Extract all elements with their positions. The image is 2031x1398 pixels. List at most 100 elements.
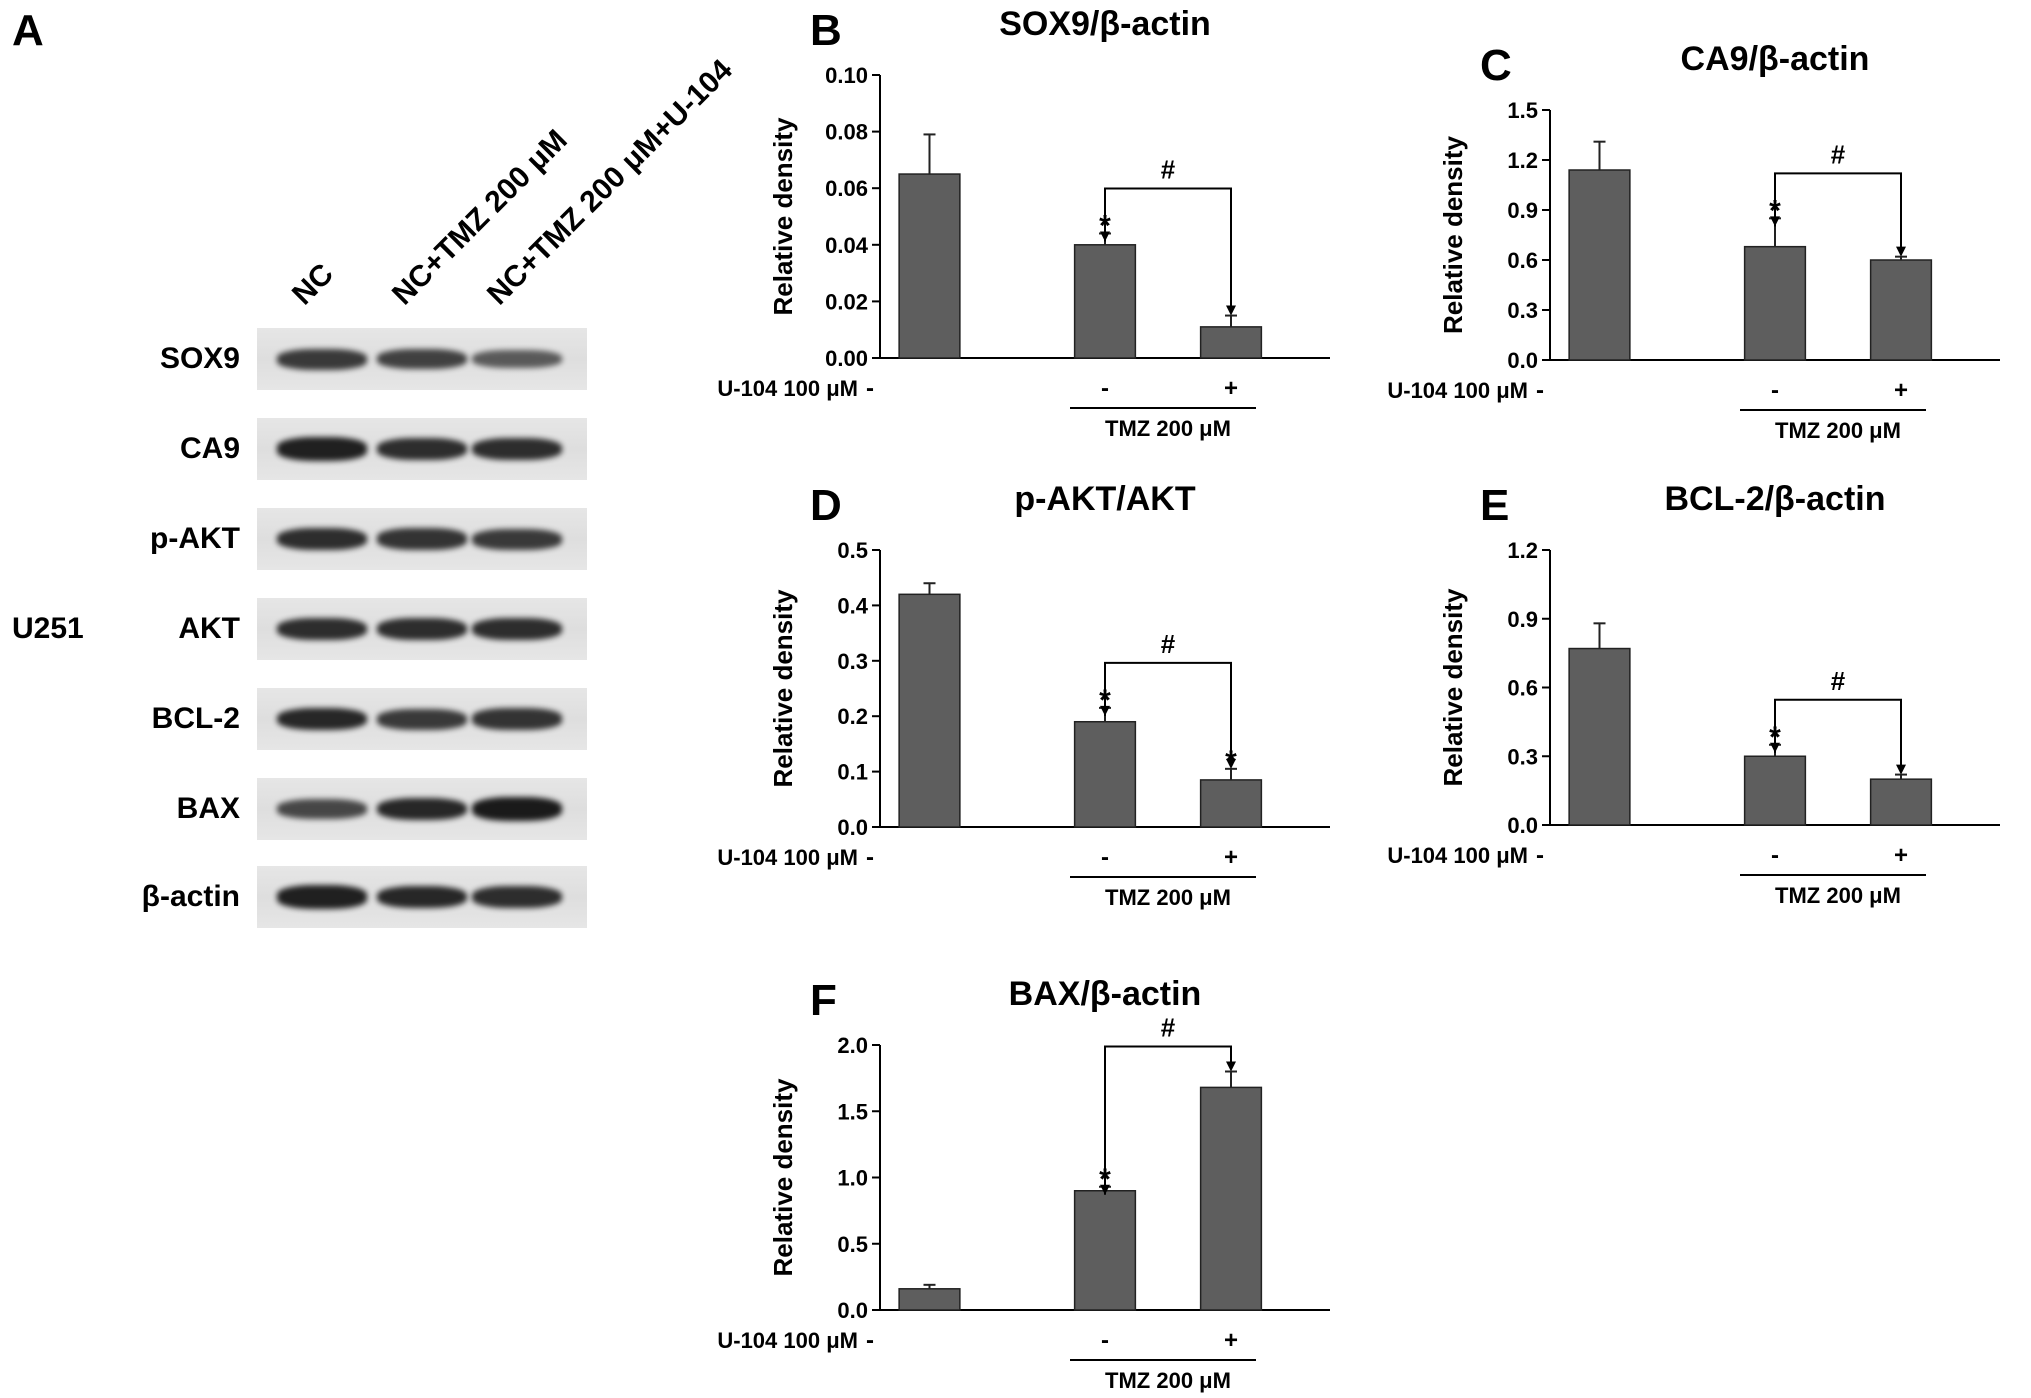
y-axis-label: Relative density [768, 117, 798, 316]
bracket-label: # [1831, 139, 1846, 169]
blot-band [472, 528, 562, 550]
y-tick-label: 0.0 [1507, 348, 1538, 373]
y-tick-label: 0.3 [1507, 744, 1538, 769]
bracket-arrow [1770, 216, 1780, 227]
significance-bracket [1774, 172, 1902, 255]
chart-title: BCL-2/β-actin [1665, 480, 1886, 518]
y-axis-label: Relative density [1438, 588, 1468, 787]
bar [1199, 326, 1263, 359]
western-blot-panel: A NC NC+TMZ 200 μM NC+TMZ 200 μM+U-104 U… [0, 0, 739, 960]
y-tick-label: 0.0 [1507, 813, 1538, 838]
tmz-label: TMZ 200 μM [1775, 883, 1901, 908]
tmz-label: TMZ 200 μM [1105, 416, 1231, 441]
chart-title: BAX/β-actin [1009, 975, 1202, 1013]
y-tick-label: 0.0 [837, 815, 868, 840]
y-axis-label: Relative density [768, 1078, 798, 1277]
y-tick-label: 0.00 [825, 346, 868, 371]
bracket-arrow [1226, 305, 1236, 316]
u104-sign: + [1894, 377, 1908, 404]
y-tick-label: 0.9 [1507, 198, 1538, 223]
chart-panel-b: B SOX9/β-actin 0.00 0.02 0.04 0.06 0.08 0.10 Rel… [717, 5, 1330, 441]
blot-band [277, 527, 367, 551]
u104-sign: - [866, 375, 874, 402]
bar [1743, 245, 1807, 361]
tmz-label: TMZ 200 μM [1775, 418, 1901, 443]
protein-label: p-AKT [150, 522, 240, 555]
bracket-arrow [1896, 764, 1906, 775]
blot-strip [257, 688, 587, 750]
u104-sign: - [1536, 842, 1544, 869]
bar [898, 1288, 961, 1311]
y-axis-label: Relative density [1438, 135, 1468, 334]
bracket-arrow [1770, 742, 1780, 753]
blot-band [472, 350, 562, 368]
protein-label: BCL-2 [151, 702, 240, 735]
significance-bracket [1104, 661, 1232, 767]
blot-band [472, 437, 562, 461]
protein-label: CA9 [179, 432, 240, 465]
blot-strip [257, 598, 587, 660]
panel-letter: C [1480, 41, 1512, 90]
y-tick-label: 1.2 [1507, 148, 1538, 173]
bar [1199, 1086, 1263, 1311]
y-tick-label: 1.5 [837, 1099, 868, 1124]
y-tick-label: 0.5 [837, 1232, 868, 1257]
blot-band [472, 617, 562, 641]
blot-band [277, 707, 367, 731]
y-tick-label: 0.3 [1507, 298, 1538, 323]
u104-sign: - [1536, 377, 1544, 404]
u104-sign: + [1894, 842, 1908, 869]
y-tick-label: 0.2 [837, 704, 868, 729]
blot-strip [257, 508, 587, 570]
y-tick-label: 0.9 [1507, 607, 1538, 632]
u104-label: U-104 100 μM [1387, 843, 1528, 868]
y-tick-label: 0.4 [837, 593, 868, 618]
blot-band [277, 617, 367, 641]
bar [1073, 244, 1137, 359]
blot-band [472, 797, 562, 821]
panel-letter: E [1480, 481, 1509, 530]
bar [1568, 169, 1631, 361]
u104-sign: - [1771, 377, 1779, 404]
panel-letter-a: A [12, 6, 44, 55]
blot-band [472, 708, 562, 730]
cell-line-label: U251 [12, 612, 84, 645]
significance-bracket [1104, 187, 1232, 314]
y-tick-label: 0.6 [1507, 248, 1538, 273]
bar [1199, 779, 1263, 828]
y-tick-label: 0.08 [825, 120, 868, 145]
u104-sign: - [1771, 842, 1779, 869]
bracket-arrow [1100, 705, 1110, 716]
blot-band [377, 348, 467, 370]
u104-sign: - [1101, 375, 1109, 402]
blot-band [377, 885, 467, 909]
significance-bracket [1104, 1045, 1232, 1195]
bracket-label: # [1161, 154, 1176, 184]
u104-sign: + [1224, 844, 1238, 871]
protein-label: BAX [176, 792, 240, 825]
tmz-label: TMZ 200 μM [1105, 885, 1231, 910]
bar [1568, 647, 1631, 826]
blot-band [377, 617, 467, 641]
y-tick-label: 1.2 [1507, 538, 1538, 563]
y-tick-label: 0.6 [1507, 676, 1538, 701]
y-tick-label: 0.3 [837, 649, 868, 674]
chart-title: SOX9/β-actin [999, 5, 1211, 43]
u104-sign: + [1224, 1327, 1238, 1354]
bar [1869, 259, 1933, 361]
bar [1073, 720, 1137, 828]
blot-strip [257, 328, 587, 390]
u104-sign: - [1101, 844, 1109, 871]
bar [898, 593, 961, 828]
y-tick-label: 0.06 [825, 176, 868, 201]
blot-band [377, 797, 467, 821]
y-tick-label: 2.0 [837, 1033, 868, 1058]
chart-title: CA9/β-actin [1681, 40, 1870, 78]
bracket-label: # [1831, 666, 1846, 696]
blot-band [377, 437, 467, 461]
u104-label: U-104 100 μM [717, 376, 858, 401]
bracket-label: # [1161, 629, 1176, 659]
blot-band [377, 708, 467, 730]
